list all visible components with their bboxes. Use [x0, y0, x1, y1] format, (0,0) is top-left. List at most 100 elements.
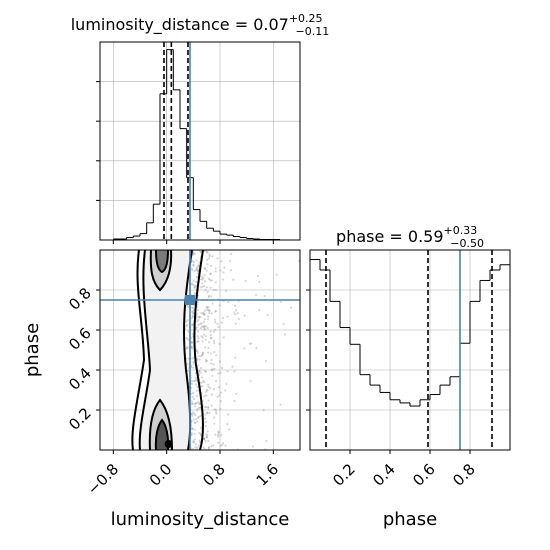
scatter-point	[200, 426, 203, 430]
scatter-point	[208, 253, 211, 256]
scatter-point	[201, 385, 204, 388]
scatter-point	[209, 286, 212, 289]
scatter-point	[210, 358, 213, 361]
scatter-point	[205, 388, 208, 391]
scatter-point	[191, 414, 194, 417]
scatter-point	[191, 323, 194, 326]
phase-xtick-label-0: 0.2	[329, 460, 359, 490]
scatter-point	[231, 365, 234, 368]
scatter-point	[265, 439, 268, 443]
scatter-point	[207, 306, 210, 309]
scatter-point	[196, 409, 199, 412]
joint-xtick-label-0: −0.8	[84, 460, 122, 498]
scatter-point	[191, 395, 194, 399]
scatter-point	[214, 309, 217, 313]
scatter-point	[266, 313, 269, 317]
contour-wide-right	[193, 250, 204, 450]
scatter-point	[203, 285, 206, 288]
scatter-point	[202, 380, 205, 383]
scatter-point	[203, 274, 206, 277]
scatter-point	[193, 412, 196, 415]
scatter-point	[216, 257, 219, 260]
scatter-point	[232, 278, 235, 281]
scatter-point	[196, 364, 199, 367]
scatter-point	[234, 313, 237, 316]
scatter-point	[191, 357, 194, 360]
scatter-point	[201, 354, 204, 357]
scatter-point	[290, 306, 293, 309]
scatter-point	[197, 318, 200, 321]
scatter-point	[262, 409, 265, 412]
scatter-point	[190, 341, 194, 344]
scatter-point	[197, 415, 200, 418]
scatter-point	[192, 312, 195, 315]
scatter-point	[192, 439, 195, 442]
scatter-point	[201, 278, 204, 281]
scatter-point	[203, 313, 206, 316]
scatter-point	[219, 360, 222, 363]
scatter-point	[195, 357, 199, 360]
scatter-point	[212, 339, 216, 342]
scatter-point	[208, 309, 211, 312]
scatter-point	[211, 368, 214, 371]
scatter-point	[214, 270, 217, 273]
scatter-point	[204, 440, 207, 443]
scatter-point	[192, 441, 196, 444]
scatter-point	[192, 441, 195, 444]
scatter-point	[210, 362, 213, 365]
scatter-point	[209, 334, 212, 337]
scatter-point	[192, 397, 195, 401]
scatter-point	[250, 342, 253, 345]
scatter-point	[195, 280, 198, 283]
scatter-point	[192, 361, 195, 364]
scatter-point	[191, 259, 194, 262]
scatter-point	[202, 333, 206, 336]
scatter-point	[192, 366, 195, 369]
scatter-point	[204, 360, 207, 363]
scatter-point	[205, 358, 208, 361]
scatter-point	[196, 446, 199, 449]
scatter-point	[203, 267, 206, 270]
scatter-point	[208, 312, 211, 315]
scatter-point	[198, 402, 201, 406]
scatter-point	[214, 281, 217, 284]
scatter-point	[199, 414, 202, 418]
scatter-point	[187, 330, 190, 333]
scatter-point	[204, 280, 207, 283]
scatter-point	[199, 251, 202, 254]
scatter-point	[193, 438, 196, 441]
scatter-point	[214, 289, 217, 292]
joint-ytick-label-0: 0.2	[65, 404, 95, 434]
scatter-point	[207, 407, 210, 410]
scatter-point	[196, 269, 199, 272]
scatter-point	[206, 389, 209, 392]
scatter-point	[193, 432, 196, 435]
scatter-point	[208, 257, 211, 260]
scatter-point	[196, 351, 199, 354]
scatter-point	[215, 354, 218, 357]
scatter-point	[207, 341, 211, 344]
scatter-point	[210, 312, 213, 315]
scatter-point	[279, 300, 282, 303]
scatter-point	[219, 400, 222, 403]
phase-xtick-label-3: 0.8	[449, 460, 479, 490]
scatter-point	[190, 341, 193, 344]
phase-histogram-frame	[309, 249, 511, 451]
scatter-point	[190, 306, 193, 309]
scatter-point	[203, 318, 206, 321]
scatter-point	[198, 369, 201, 372]
joint-xtick-label-1: 0.0	[146, 460, 176, 490]
scatter-point	[191, 269, 194, 272]
scatter-point	[201, 336, 204, 339]
scatter-point	[200, 325, 204, 328]
scatter-point	[215, 412, 218, 415]
luminosity-distance-title: luminosity_distance = 0.07+0.25 −0.11	[71, 12, 330, 38]
scatter-point	[212, 363, 215, 366]
scatter-point	[205, 269, 208, 272]
scatter-point	[198, 431, 201, 435]
luminosity-distance-histogram-panel: luminosity_distance = 0.07+0.25 −0.11	[71, 12, 330, 244]
scatter-point	[208, 310, 211, 313]
scatter-point	[191, 379, 194, 383]
scatter-point	[206, 290, 209, 293]
scatter-point	[222, 271, 225, 274]
